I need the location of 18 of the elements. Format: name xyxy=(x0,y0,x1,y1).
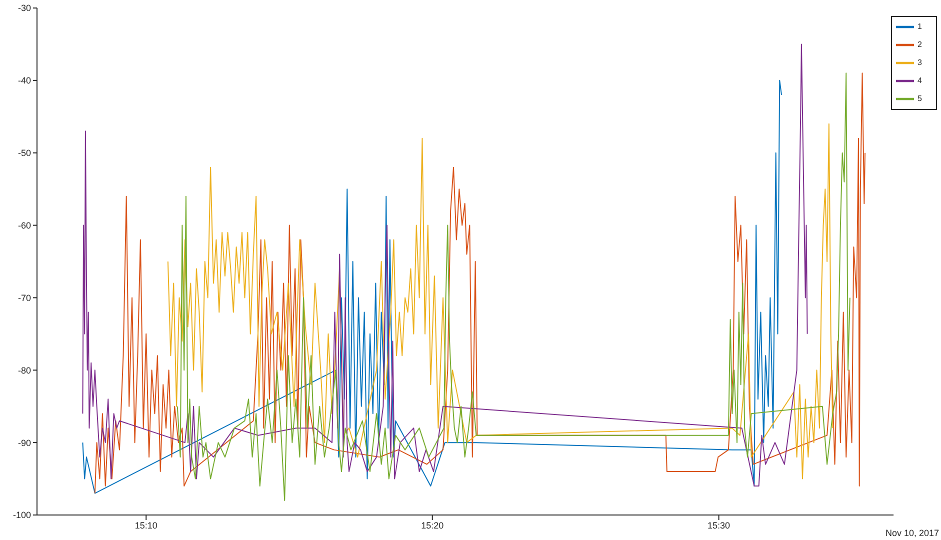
x-tick-label: 15:30 xyxy=(708,520,730,530)
x-tick-label: 15:10 xyxy=(134,520,158,530)
text: Nov 10, 2017 xyxy=(885,528,939,538)
line-series xyxy=(167,123,834,480)
y-tick-label: -70 xyxy=(18,292,31,303)
y-tick-label: -90 xyxy=(18,438,31,448)
y-tick-label: -40 xyxy=(18,76,31,86)
y-tick-label: -60 xyxy=(18,220,31,230)
y-tick-label: -50 xyxy=(18,148,31,158)
legend-label: 2 xyxy=(918,40,922,50)
y-tick-label: -80 xyxy=(18,365,31,376)
legend-label: 4 xyxy=(918,76,922,86)
legend-label: 1 xyxy=(918,22,922,32)
x-tick-label: 15:20 xyxy=(421,520,444,530)
y-tick-label: -30 xyxy=(18,3,31,14)
legend-label: 5 xyxy=(918,94,922,104)
y-tick-label: -100 xyxy=(12,510,31,520)
legend-label: 3 xyxy=(918,58,922,68)
